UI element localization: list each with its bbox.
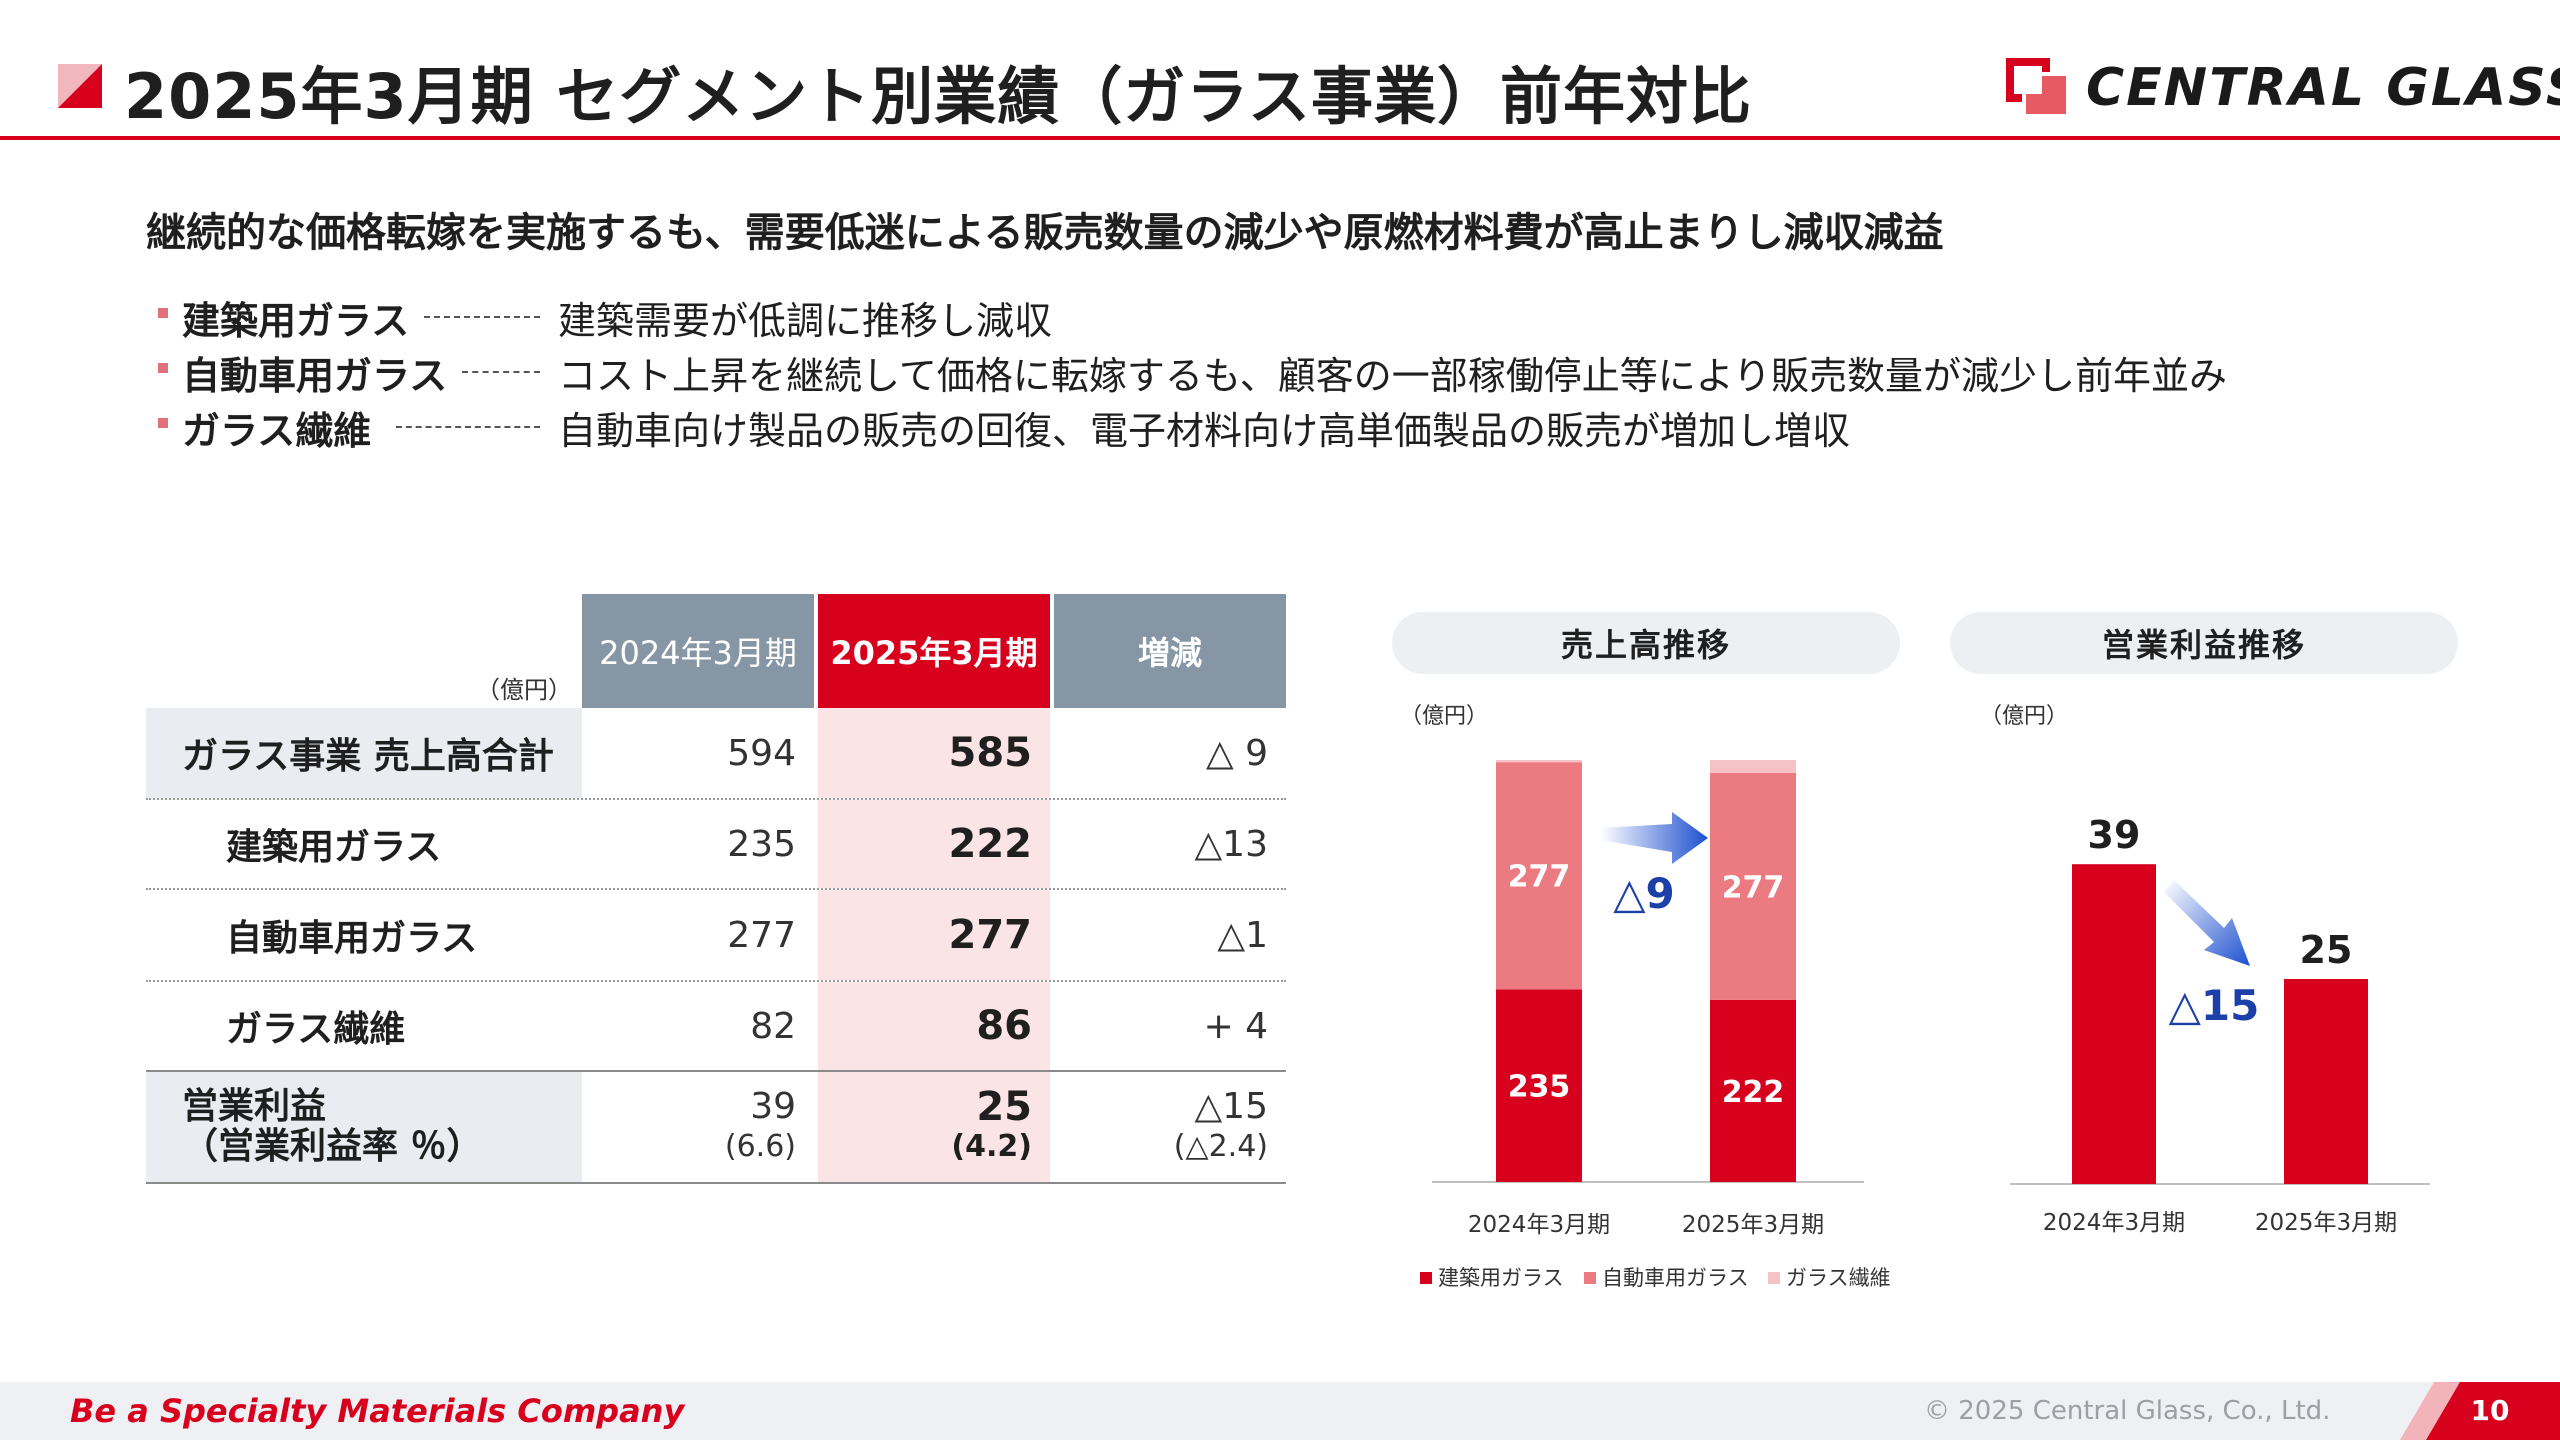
central-glass-logo-icon xyxy=(2006,58,2066,114)
profit-2025: 25 xyxy=(976,1084,1032,1130)
bar-segment xyxy=(1496,989,1582,1182)
change-label: △9 xyxy=(1613,869,1675,918)
brand-name: CENTRAL GLASS xyxy=(2086,58,2560,118)
change-arrow-icon xyxy=(1600,812,1708,864)
bullet-label: 建築用ガラス xyxy=(182,299,410,343)
legend-swatch xyxy=(1420,1272,1432,1284)
value-2024: 39 (6.6) xyxy=(582,1072,818,1182)
bullet-leader xyxy=(462,371,540,373)
bar xyxy=(2284,979,2368,1184)
profit-diff: △15 xyxy=(1194,1086,1269,1127)
operating-profit-bar-chart: 39 2024年3月期 25 2025年3月期 △15 xyxy=(2010,813,2430,1236)
bullet-leader xyxy=(396,426,540,428)
table-row: ガラス繊維 82 86 + 4 xyxy=(146,982,1286,1072)
change-arrow-icon xyxy=(2164,880,2250,966)
row-label: 建築用ガラス xyxy=(226,827,442,868)
row-label: 自動車用ガラス xyxy=(226,918,478,959)
legend-label: 建築用ガラス xyxy=(1438,1266,1564,1290)
value-diff: △13 xyxy=(1194,823,1269,865)
bullet-desc: コスト上昇を継続して価格に転嫁するも、顧客の一部稼働停止等により販売数量が減少し… xyxy=(558,354,2227,398)
value-2025: 86 xyxy=(818,982,1050,1070)
x-tick-label: 2025年3月期 xyxy=(1682,1212,1824,1238)
table-row: 自動車用ガラス 277 277 △1 xyxy=(146,890,1286,982)
value-2025: 222 xyxy=(818,800,1050,888)
bar-segment-label: 222 xyxy=(1722,1075,1785,1110)
title-triangle-icon xyxy=(58,64,102,108)
slide-header: 2025年3月期 セグメント別業績（ガラス事業）前年対比 CENTRAL GLA… xyxy=(0,0,2560,142)
legend-label: 自動車用ガラス xyxy=(1602,1266,1749,1290)
table-unit: （億円） xyxy=(476,676,572,704)
table-row-profit: 営業利益 （営業利益率 ％） 39 (6.6) 25 (4.2) △15 (△2… xyxy=(146,1072,1286,1184)
header-2025: 2025年3月期 xyxy=(818,594,1050,708)
bar-segment-label: 277 xyxy=(1722,870,1785,905)
value-diff: △ 9 xyxy=(1205,732,1268,774)
header-diff: 増減 xyxy=(1054,594,1286,708)
bullet-desc: 建築需要が低調に推移し減収 xyxy=(558,299,1053,343)
bar-segment xyxy=(1496,762,1582,990)
bullet-label: 自動車用ガラス xyxy=(182,354,448,398)
sales-chart-title: 売上高推移 xyxy=(1392,612,1900,674)
page-title: 2025年3月期 セグメント別業績（ガラス事業）前年対比 xyxy=(124,60,1753,133)
bar xyxy=(2072,864,2156,1184)
slide-footer: Be a Specialty Materials Company © 2025 … xyxy=(0,1382,2560,1440)
page-number: 10 xyxy=(2470,1394,2510,1427)
legend-swatch xyxy=(1768,1272,1780,1284)
row-label: ガラス繊維 xyxy=(226,1009,406,1050)
bar-segment-label: 277 xyxy=(1508,860,1571,895)
bar-segment xyxy=(1710,772,1796,1000)
table-row: 建築用ガラス 235 222 △13 xyxy=(146,800,1286,890)
change-label: △15 xyxy=(2169,981,2260,1030)
value-2025: 25 (4.2) xyxy=(818,1072,1050,1182)
bar-value-label: 39 xyxy=(2088,813,2141,857)
sales-stacked-bar-chart: 235277825942024年3月期222277865852025年3月期△9… xyxy=(1420,760,1891,1290)
legend-swatch xyxy=(1584,1272,1596,1284)
value-2024: 594 xyxy=(727,732,796,774)
value-diff: △1 xyxy=(1217,914,1268,956)
slogan: Be a Specialty Materials Company xyxy=(70,1392,685,1430)
profit-rate-label: （営業利益率 ％） xyxy=(182,1126,483,1167)
value-2025: 277 xyxy=(818,890,1050,980)
row-label: ガラス事業 売上高合計 xyxy=(146,708,582,798)
x-tick-label: 2025年3月期 xyxy=(2255,1210,2397,1236)
rate-diff: (△2.4) xyxy=(1173,1129,1268,1164)
bar-value-label: 25 xyxy=(2300,928,2353,972)
table-row: ガラス事業 売上高合計 594 585 △ 9 xyxy=(146,708,1286,800)
value-2025: 585 xyxy=(818,708,1050,798)
value-diff: △15 (△2.4) xyxy=(1050,1072,1286,1182)
rate-2024: (6.6) xyxy=(724,1129,796,1164)
header-divider xyxy=(0,136,2560,140)
bullet-square-icon xyxy=(158,418,168,428)
bullet-square-icon xyxy=(158,363,168,373)
bullet-label: ガラス繊維 xyxy=(182,409,372,453)
x-tick-label: 2024年3月期 xyxy=(1468,1212,1610,1238)
segment-table: （億円） 2024年3月期 2025年3月期 増減 ガラス事業 売上高合計 59… xyxy=(146,594,1286,1184)
value-2024: 82 xyxy=(750,1005,796,1047)
profit-chart-unit: （億円） xyxy=(1980,704,2069,729)
x-tick-label: 2024年3月期 xyxy=(2043,1210,2185,1236)
profit-label: 営業利益 xyxy=(182,1086,327,1127)
rate-2025: (4.2) xyxy=(951,1129,1032,1164)
bullet-square-icon xyxy=(158,308,168,318)
sales-chart-unit: （億円） xyxy=(1400,704,1489,729)
bar-segment xyxy=(1710,999,1796,1182)
row-label: 営業利益 （営業利益率 ％） xyxy=(146,1072,582,1182)
value-2024: 235 xyxy=(727,823,796,865)
bullet-leader xyxy=(424,316,540,318)
legend-label: ガラス繊維 xyxy=(1786,1266,1891,1290)
bullet-desc: 自動車向け製品の販売の回復、電子材料向け高単価製品の販売が増加し増収 xyxy=(558,409,1851,453)
profit-2024: 39 xyxy=(750,1086,796,1127)
bar-segment-label: 235 xyxy=(1508,1070,1571,1105)
lead-text: 継続的な価格転嫁を実施するも、需要低迷による販売数量の減少や原燃材料費が高止まり… xyxy=(146,210,1944,256)
value-diff: + 4 xyxy=(1203,1005,1268,1047)
value-2024: 277 xyxy=(727,914,796,956)
bar-segment xyxy=(1710,760,1796,773)
header-2024: 2024年3月期 xyxy=(582,594,814,708)
copyright: © 2025 Central Glass, Co., Ltd. xyxy=(1924,1396,2331,1426)
bar-segment xyxy=(1496,760,1582,763)
profit-chart-title: 営業利益推移 xyxy=(1950,612,2458,674)
page-number-badge xyxy=(2400,1382,2560,1440)
